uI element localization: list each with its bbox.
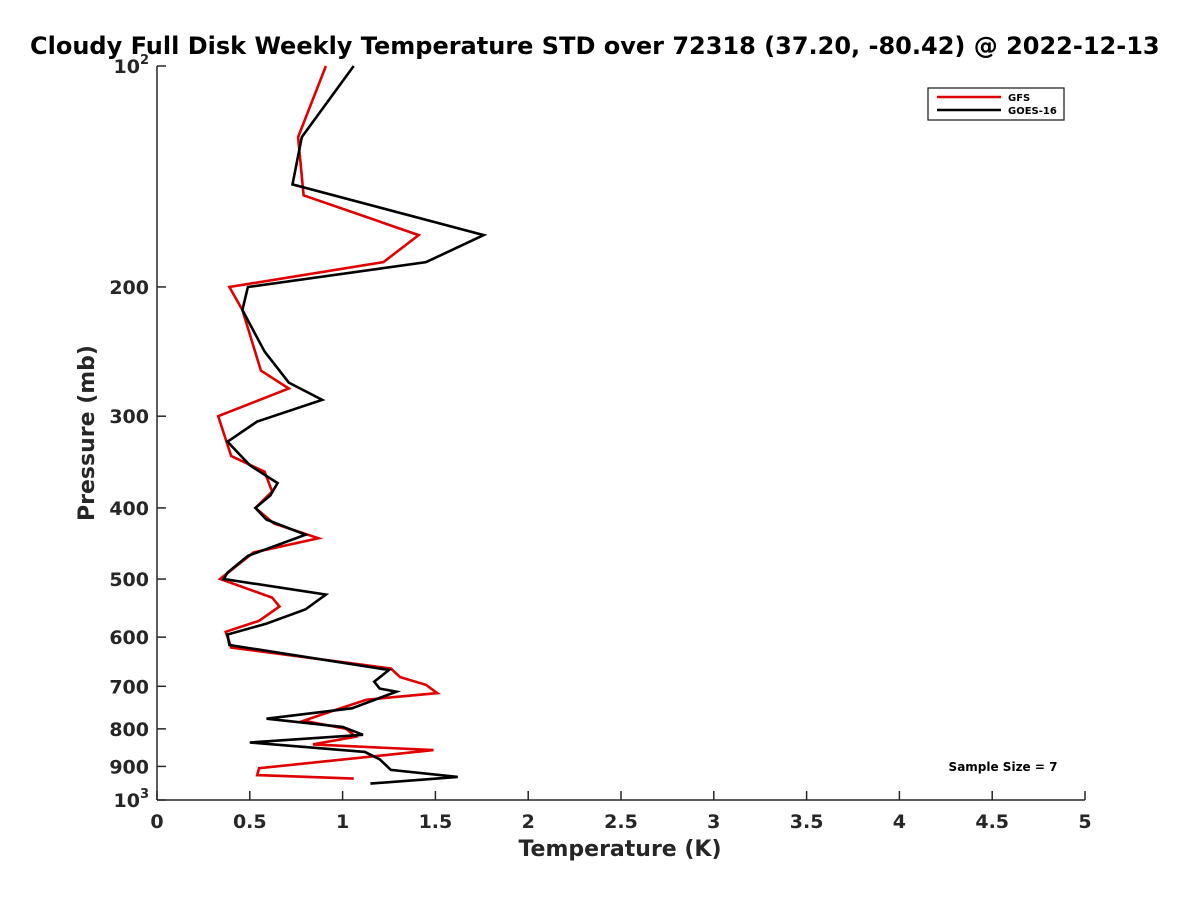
x-tick-label: 1.5 xyxy=(419,811,453,833)
y-tick-label: 700 xyxy=(109,676,149,698)
x-tick-label: 2.5 xyxy=(604,811,638,833)
y-axis-label: Pressure (mb) xyxy=(75,345,100,521)
x-tick-label: 4.5 xyxy=(975,811,1009,833)
y-tick-label: 102 xyxy=(114,53,150,78)
y-tick-label: 800 xyxy=(109,719,149,741)
y-tick-label: 103 xyxy=(114,787,150,812)
x-tick-label: 3 xyxy=(707,811,720,833)
y-tick-label: 300 xyxy=(109,406,149,428)
y-tick-label: 200 xyxy=(109,277,149,299)
y-tick-label: 500 xyxy=(109,569,149,591)
x-tick-label: 5 xyxy=(1078,811,1091,833)
legend: GFS GOES-16 xyxy=(927,87,1065,121)
y-tick-label: 400 xyxy=(109,498,149,520)
x-tick-label: 3.5 xyxy=(790,811,824,833)
x-axis-label: Temperature (K) xyxy=(518,837,721,862)
legend-box xyxy=(927,87,1065,121)
series-layer xyxy=(216,65,488,785)
y-tick-label: 600 xyxy=(109,627,149,649)
chart-title: Cloudy Full Disk Weekly Temperature STD … xyxy=(30,32,1160,60)
series-line-gfs xyxy=(216,65,441,780)
legend-entry: GOES-16 xyxy=(1008,106,1057,117)
y-tick-label: 900 xyxy=(109,756,149,778)
legend-entry: GFS xyxy=(1008,93,1030,104)
axes-layer: 0 0.5 1 1.5 2 2.5 3 3.5 4 4.5 5 102 200 300 400 500 600 7… xyxy=(109,53,1091,833)
series-line-goes-16 xyxy=(221,65,488,785)
x-tick-label: 1 xyxy=(336,811,349,833)
x-tick-label: 4 xyxy=(893,811,906,833)
x-tick-label: 2 xyxy=(522,811,535,833)
x-tick-label: 0 xyxy=(150,811,163,833)
x-tick-label: 0.5 xyxy=(233,811,267,833)
sample-size-annotation: Sample Size = 7 xyxy=(949,760,1058,774)
